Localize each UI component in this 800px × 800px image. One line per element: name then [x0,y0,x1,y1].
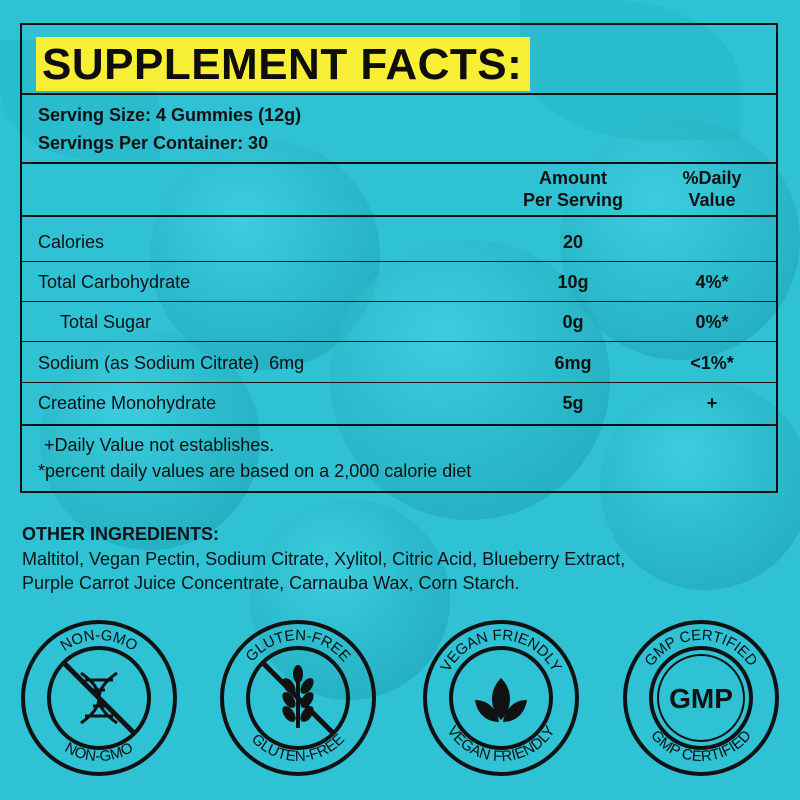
dna-crossed-icon [63,662,135,734]
footnote-star: *percent daily values are based on a 2,0… [38,461,472,481]
divider [22,93,776,95]
row-divider [22,341,776,342]
amount-header-line2: Per Serving [522,190,624,210]
daily-value-header: %Daily Value [664,167,760,211]
nutrient-amount: 5g [562,393,584,413]
dv-header-line2: Value [688,190,736,210]
gmp-center-text: GMP [669,683,733,714]
panel-title: SUPPLEMENT FACTS: [36,37,531,91]
gluten-free-badge: GLUTEN-FREE GLUTEN-FREE [218,618,378,778]
leaves-icon [475,678,527,722]
nutrient-name: Calories [38,232,105,252]
dv-header-line1: %Daily [682,168,742,188]
nutrient-daily-value: + [706,393,718,413]
svg-text:VEGAN FRIENDLY: VEGAN FRIENDLY [443,723,558,765]
amount-header: Amount Per Serving [502,167,644,211]
badge-bottom-text: NON-GMO [62,739,136,765]
divider [22,215,776,217]
wheat-crossed-icon [262,662,334,734]
other-ingredients: OTHER INGREDIENTS: Maltitol, Vegan Pecti… [22,524,782,595]
nutrient-amount: 6mg [554,353,592,373]
other-ingredients-line1: Maltitol, Vegan Pectin, Sodium Citrate, … [22,549,626,569]
vegan-friendly-badge: VEGAN FRIENDLY VEGAN FRIENDLY [421,618,581,778]
nutrient-daily-value: 4%* [695,272,729,292]
badge-bottom-text: VEGAN FRIENDLY [443,723,558,765]
other-ingredients-line2: Purple Carrot Juice Concentrate, Carnaub… [22,573,520,593]
other-ingredients-heading: OTHER INGREDIENTS: [22,524,220,544]
servings-per-container: Servings Per Container: 30 [38,133,269,153]
divider [22,162,776,164]
divider [22,424,776,426]
svg-text:NON-GMO: NON-GMO [62,739,136,765]
row-divider [22,301,776,302]
gmp-certified-badge: GMP CERTIFIED GMP CERTIFIED GMP [621,618,781,778]
nutrient-daily-value: 0%* [695,312,729,332]
nutrient-name: Sodium (as Sodium Citrate) 6mg [38,353,305,373]
badge-top-text: NON-GMO [57,627,140,655]
nutrient-amount: 10g [557,272,589,292]
nutrient-amount: 0g [562,312,584,332]
nutrient-daily-value: <1%* [690,353,734,373]
svg-text:NON-GMO: NON-GMO [57,627,140,655]
row-divider [22,261,776,262]
row-divider [22,382,776,383]
supplement-facts-panel: SUPPLEMENT FACTS: Serving Size: 4 Gummie… [20,23,778,493]
nutrient-amount: 20 [562,232,584,252]
amount-header-line1: Amount [539,168,607,188]
gmp-seal-icon: GMP [657,654,745,742]
nutrient-name: Creatine Monohydrate [38,393,217,413]
nutrient-name: Total Sugar [60,312,152,332]
nutrient-name: Total Carbohydrate [38,272,191,292]
non-gmo-badge: NON-GMO NON-GMO [19,618,179,778]
serving-size: Serving Size: 4 Gummies (12g) [38,105,302,125]
footnote-plus: +Daily Value not establishes. [44,435,275,455]
